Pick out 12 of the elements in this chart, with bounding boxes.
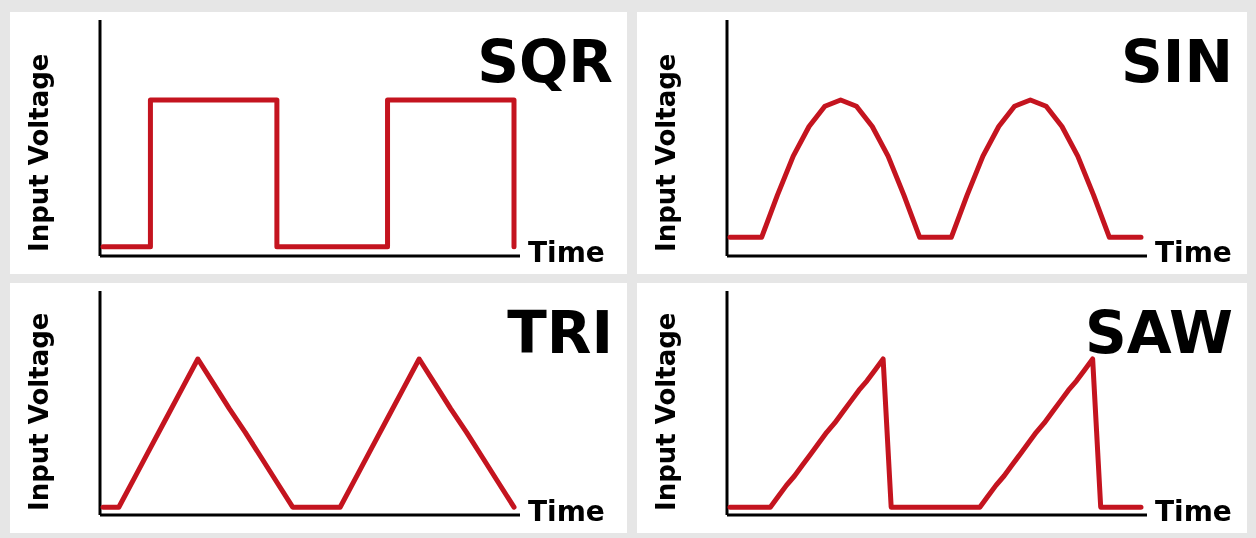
x-axis-title: Time: [528, 236, 605, 269]
y-axis-title: Input Voltage: [24, 312, 54, 511]
chart-title: SIN: [1121, 28, 1233, 96]
y-axis-title: Input Voltage: [24, 53, 54, 252]
chart-title: SAW: [1084, 299, 1233, 367]
chart-title: TRI: [507, 299, 613, 367]
y-axis-title: Input Voltage: [651, 312, 681, 511]
x-axis-title: Time: [1155, 236, 1232, 269]
x-axis-title: Time: [1155, 495, 1232, 528]
chart-title: SQR: [477, 28, 613, 96]
x-axis-title: Time: [528, 495, 605, 528]
y-axis-title: Input Voltage: [651, 53, 681, 252]
